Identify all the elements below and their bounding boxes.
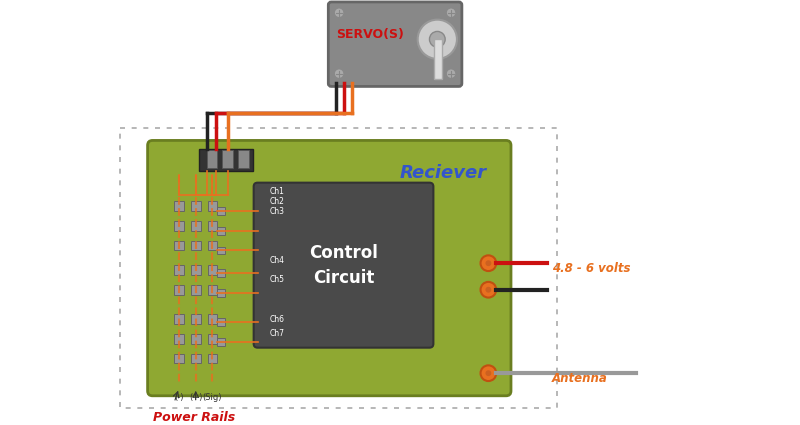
Bar xyxy=(198,149,253,171)
Circle shape xyxy=(430,31,445,47)
Circle shape xyxy=(418,20,457,59)
Bar xyxy=(174,265,184,275)
Text: Control
Circuit: Control Circuit xyxy=(309,244,378,287)
Bar xyxy=(218,227,225,235)
Text: (+): (+) xyxy=(189,393,202,402)
FancyBboxPatch shape xyxy=(254,183,434,348)
Text: (-): (-) xyxy=(174,393,184,402)
Text: Ch5: Ch5 xyxy=(270,275,284,284)
Circle shape xyxy=(481,282,496,298)
Bar xyxy=(191,221,201,231)
Bar xyxy=(218,207,225,215)
Bar xyxy=(207,354,218,363)
Circle shape xyxy=(334,8,344,18)
Bar xyxy=(191,354,201,363)
Bar xyxy=(174,334,184,344)
Bar xyxy=(206,150,218,168)
Bar xyxy=(207,265,218,275)
Bar xyxy=(174,221,184,231)
Bar xyxy=(191,201,201,211)
Bar xyxy=(207,241,218,250)
Circle shape xyxy=(436,52,440,56)
Text: (Sig): (Sig) xyxy=(202,393,222,402)
Circle shape xyxy=(486,287,491,293)
Bar xyxy=(174,285,184,295)
Bar xyxy=(207,334,218,344)
Bar xyxy=(218,289,225,297)
Bar xyxy=(174,201,184,211)
Bar xyxy=(191,334,201,344)
Circle shape xyxy=(486,260,491,266)
Bar xyxy=(174,354,184,363)
Text: Reciever: Reciever xyxy=(399,164,486,182)
FancyBboxPatch shape xyxy=(148,140,511,396)
Text: Ch1: Ch1 xyxy=(270,187,284,196)
Circle shape xyxy=(436,70,440,74)
Text: 4.8 - 6 volts: 4.8 - 6 volts xyxy=(552,262,630,275)
Text: Ch4: Ch4 xyxy=(270,256,284,265)
Bar xyxy=(207,201,218,211)
Bar xyxy=(191,265,201,275)
Polygon shape xyxy=(434,39,442,79)
Circle shape xyxy=(486,370,491,376)
FancyBboxPatch shape xyxy=(328,2,462,86)
Bar xyxy=(218,246,225,254)
Bar xyxy=(207,285,218,295)
Circle shape xyxy=(481,366,496,381)
Circle shape xyxy=(481,255,496,271)
Bar xyxy=(218,338,225,346)
Circle shape xyxy=(334,69,344,79)
Text: Antenna: Antenna xyxy=(552,371,608,385)
Bar xyxy=(218,269,225,277)
Bar xyxy=(174,241,184,250)
Text: Ch6: Ch6 xyxy=(270,314,284,324)
Bar xyxy=(191,285,201,295)
Bar xyxy=(207,221,218,231)
Bar xyxy=(191,241,201,250)
Text: Ch7: Ch7 xyxy=(270,329,284,338)
Bar xyxy=(191,314,201,324)
Text: Ch2: Ch2 xyxy=(270,197,284,206)
Circle shape xyxy=(446,69,456,79)
Text: Power Rails: Power Rails xyxy=(153,411,235,424)
Bar xyxy=(207,314,218,324)
Text: Ch3: Ch3 xyxy=(270,207,284,215)
Bar xyxy=(174,314,184,324)
Bar xyxy=(238,150,249,168)
Bar xyxy=(218,318,225,326)
Text: SERVO(S): SERVO(S) xyxy=(337,28,405,41)
Circle shape xyxy=(436,62,440,66)
Circle shape xyxy=(446,8,456,18)
Bar xyxy=(222,150,233,168)
